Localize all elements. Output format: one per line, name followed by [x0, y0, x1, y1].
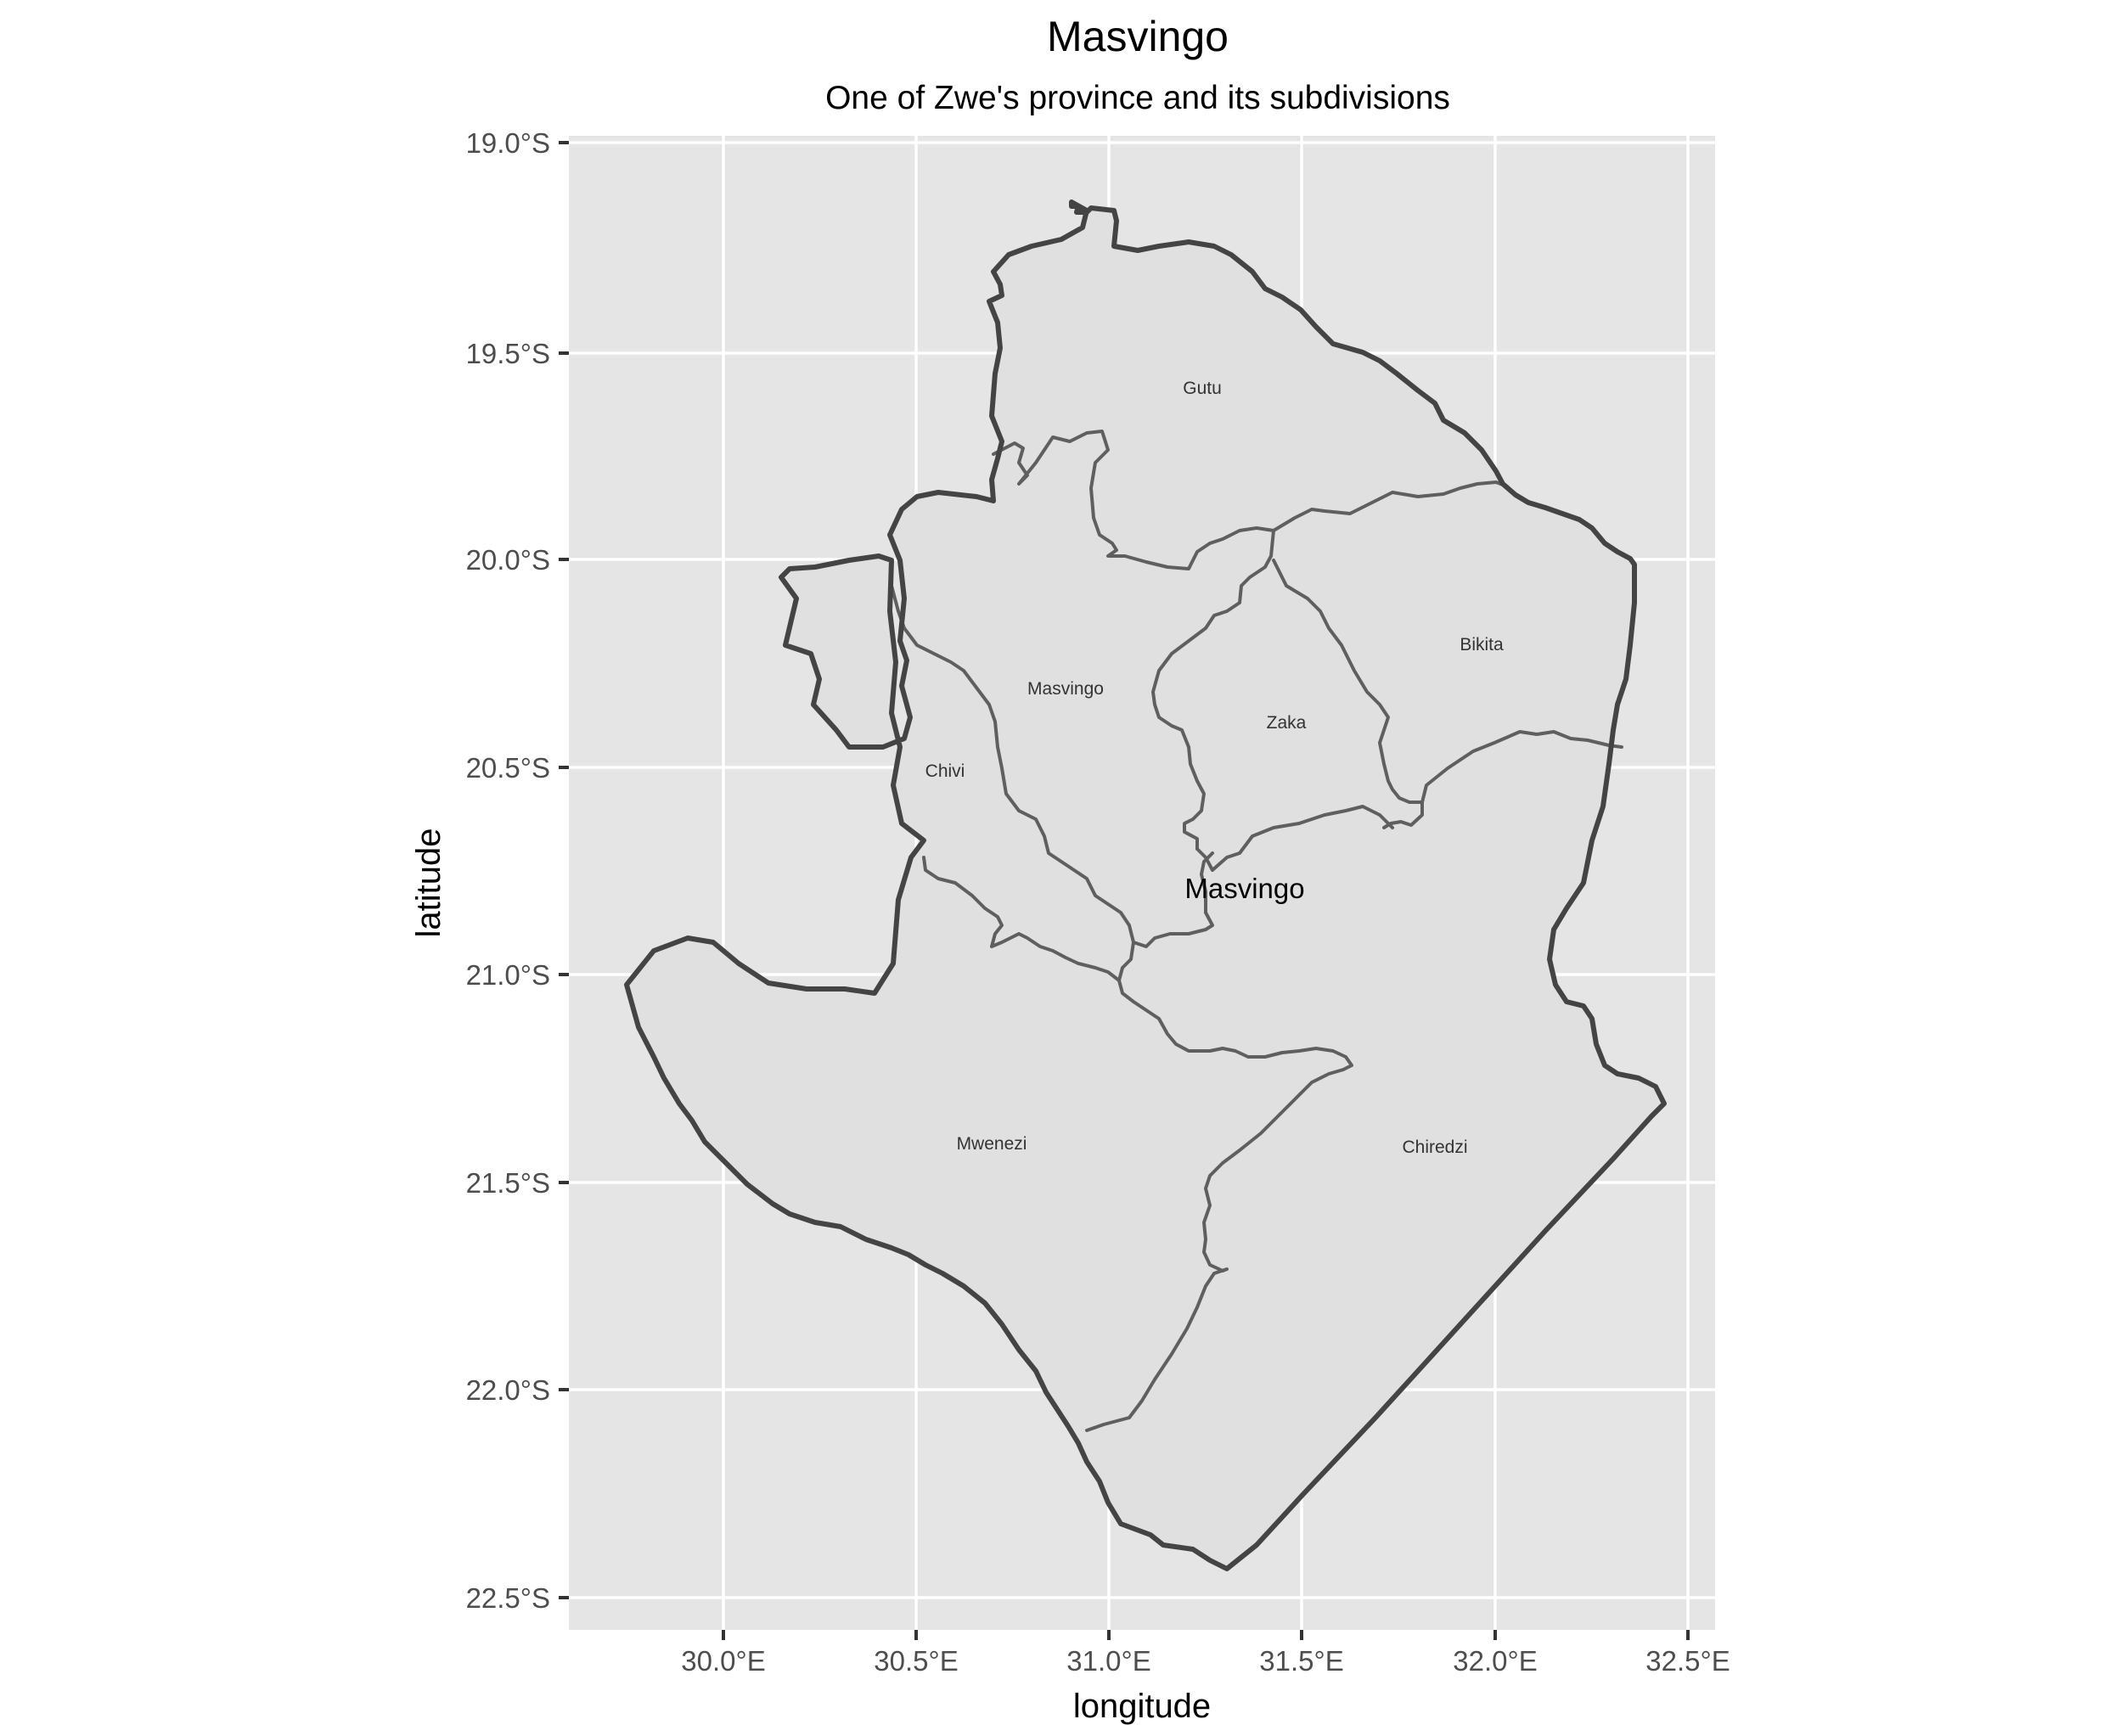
- border-masvingo-south: [1132, 851, 1214, 948]
- district-label-gutu: Gutu: [1183, 379, 1222, 398]
- district-label-bikita: Bikita: [1460, 635, 1504, 655]
- y-axis: 19.0°S 19.5°S 20.0°S 20.5°S 21.0°S 21.5°…: [466, 127, 569, 1614]
- district-label-chiredzi: Chiredzi: [1402, 1138, 1467, 1157]
- y-tick-label: 22.5°S: [466, 1582, 550, 1614]
- province-label: Masvingo: [1184, 873, 1304, 904]
- x-tick-label: 31.5°E: [1259, 1645, 1343, 1677]
- x-tick-label: 31.0°E: [1066, 1645, 1150, 1677]
- map-title: Masvingo: [1047, 13, 1229, 60]
- district-label-zaka: Zaka: [1267, 713, 1307, 733]
- border-chivi-mwenezi: [922, 856, 1353, 1432]
- y-axis-title: latitude: [410, 829, 447, 938]
- y-tick-label: 21.5°S: [466, 1167, 550, 1199]
- border-masvingo-chivi: [890, 584, 1135, 982]
- x-tick-label: 32.0°E: [1453, 1645, 1537, 1677]
- y-tick-label: 20.5°S: [466, 752, 550, 784]
- province-outline: [624, 199, 1667, 1571]
- district-label-masvingo: Masvingo: [1027, 679, 1104, 699]
- district-labels: Gutu Bikita Masvingo Zaka Chivi Mwenezi …: [925, 379, 1504, 1157]
- border-gutu-masvingo: [992, 430, 1509, 570]
- y-tick-label: 19.0°S: [466, 127, 550, 159]
- y-tick-label: 21.0°S: [466, 959, 550, 991]
- map-subtitle: One of Zwe's province and its subdivisio…: [825, 80, 1450, 116]
- border-bikita-zaka: [1151, 529, 1275, 851]
- y-tick-label: 19.5°S: [466, 338, 550, 369]
- y-tick-label: 22.0°S: [466, 1374, 550, 1406]
- x-axis-title: longitude: [1073, 1688, 1211, 1725]
- border-zaka-bikita-east: [1272, 559, 1424, 829]
- province-fill: [627, 202, 1664, 1569]
- border-bikita-chiredzi: [1420, 730, 1623, 804]
- x-tick-label: 30.0°E: [681, 1645, 765, 1677]
- x-tick-label: 32.5°E: [1645, 1645, 1730, 1677]
- district-borders: [890, 430, 1623, 1432]
- x-tick-label: 30.5°E: [874, 1645, 958, 1677]
- y-tick-label: 20.0°S: [466, 544, 550, 576]
- district-label-mwenezi: Mwenezi: [957, 1134, 1027, 1154]
- border-zaka-chiredzi: [1195, 805, 1394, 872]
- district-label-chivi: Chivi: [925, 761, 965, 781]
- x-axis: 30.0°E 30.5°E 31.0°E 31.5°E 32.0°E 32.5°…: [681, 1630, 1730, 1677]
